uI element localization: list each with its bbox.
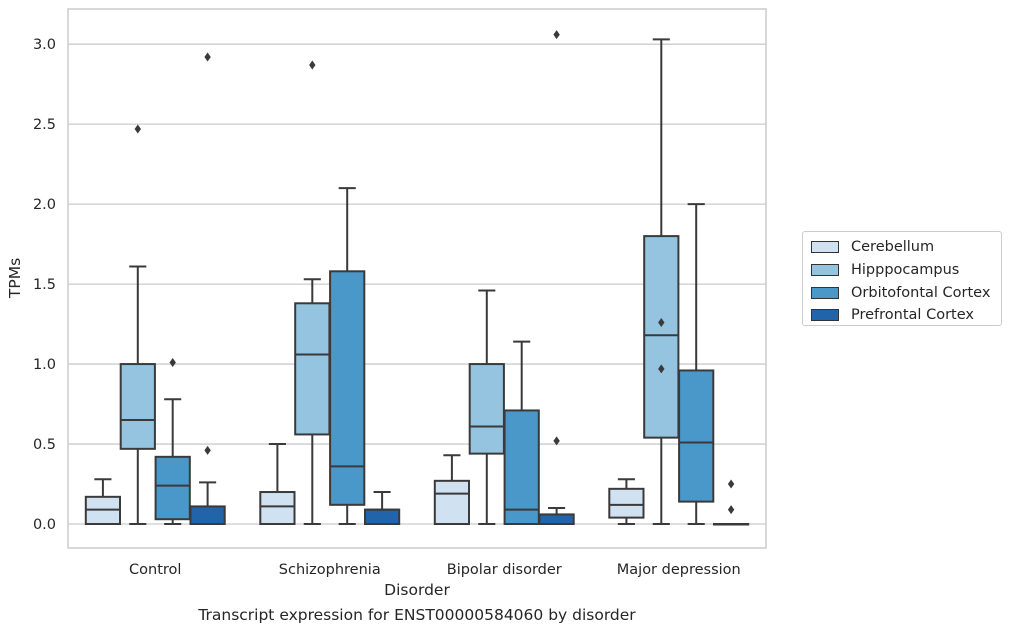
- box-iqr: [608, 487, 645, 519]
- box-hipppocampus: [119, 124, 156, 526]
- box-prefrontal-cortex: [538, 30, 575, 526]
- plot-frame: [67, 8, 767, 549]
- box-iqr: [154, 455, 191, 521]
- box-iqr: [259, 491, 296, 526]
- box-hipppocampus: [468, 289, 505, 526]
- legend-item: Cerebellum: [811, 236, 993, 259]
- legend-item: Orbitofontal Cortex: [811, 281, 993, 304]
- box-cerebellum: [259, 443, 296, 526]
- outlier-point: [658, 364, 665, 374]
- legend-item: Hipppocampus: [811, 259, 993, 282]
- box-iqr: [503, 409, 540, 526]
- y-axis-ticks: 0.0 0.5 1.0 1.5 2.0 2.5 3.0: [33, 37, 56, 533]
- outlier-point: [134, 124, 141, 134]
- box-iqr: [643, 235, 680, 439]
- y-tick-label: 2.5: [33, 117, 56, 133]
- box-orbitofontal-cortex: [678, 203, 715, 526]
- legend-label: Hipppocampus: [851, 262, 960, 279]
- legend-swatch: [811, 286, 839, 299]
- boxes-layer: [84, 30, 750, 526]
- box-iqr: [189, 505, 226, 526]
- x-tick-label: Schizophrenia: [279, 562, 381, 578]
- box-cerebellum: [433, 454, 471, 526]
- outlier-point: [204, 52, 211, 62]
- x-axis-label: Disorder: [384, 581, 450, 599]
- legend-label: Cerebellum: [851, 239, 935, 256]
- box-hipppocampus: [294, 60, 331, 526]
- legend: Cerebellum Hipppocampus Orbitofontal Corte…: [802, 231, 1002, 326]
- y-tick-label: 1.5: [33, 277, 56, 293]
- outlier-point: [169, 357, 176, 367]
- box-cerebellum: [608, 478, 645, 526]
- outlier-point: [553, 436, 560, 446]
- legend-swatch: [811, 309, 839, 322]
- box-iqr: [119, 363, 156, 450]
- outlier-point: [658, 317, 665, 327]
- box-prefrontal-cortex: [189, 52, 226, 526]
- y-axis-label: TPMs: [6, 258, 24, 299]
- x-tick-label: Control: [129, 562, 181, 578]
- box-iqr: [363, 508, 401, 526]
- chart-caption: Transcript expression for ENST0000058406…: [198, 606, 636, 624]
- y-tick-label: 0.0: [33, 517, 56, 533]
- box-iqr: [433, 479, 471, 526]
- box-cerebellum: [84, 478, 122, 526]
- box-iqr: [468, 363, 505, 455]
- legend-swatch: [811, 241, 839, 254]
- box-prefrontal-cortex: [712, 479, 750, 526]
- box-orbitofontal-cortex: [503, 340, 540, 526]
- box-prefrontal-cortex: [363, 491, 401, 526]
- y-tick-label: 0.5: [33, 437, 56, 453]
- box-orbitofontal-cortex: [154, 357, 191, 526]
- box-iqr: [538, 513, 575, 526]
- outlier-point: [727, 479, 735, 489]
- box-iqr: [329, 270, 366, 506]
- outlier-point: [553, 30, 560, 40]
- box-hipppocampus: [643, 38, 680, 526]
- y-tick-label: 3.0: [33, 37, 56, 53]
- outlier-point: [204, 445, 211, 455]
- legend-item: Prefrontal Cortex: [811, 304, 993, 327]
- y-tick-label: 1.0: [33, 357, 56, 373]
- box-orbitofontal-cortex: [329, 187, 366, 526]
- outlier-point: [727, 505, 735, 515]
- y-tick-label: 2.0: [33, 197, 56, 213]
- legend-label: Prefrontal Cortex: [851, 307, 974, 324]
- box-iqr: [678, 369, 715, 503]
- gridlines: [68, 43, 766, 525]
- legend-label: Orbitofontal Cortex: [851, 284, 991, 301]
- legend-swatch: [811, 264, 839, 277]
- box-iqr: [294, 302, 331, 436]
- x-axis-ticks: Control Schizophrenia Bipolar disorder Majo…: [129, 562, 741, 578]
- x-tick-label: Major depression: [617, 562, 741, 578]
- x-tick-label: Bipolar disorder: [447, 562, 562, 578]
- outlier-point: [309, 60, 316, 70]
